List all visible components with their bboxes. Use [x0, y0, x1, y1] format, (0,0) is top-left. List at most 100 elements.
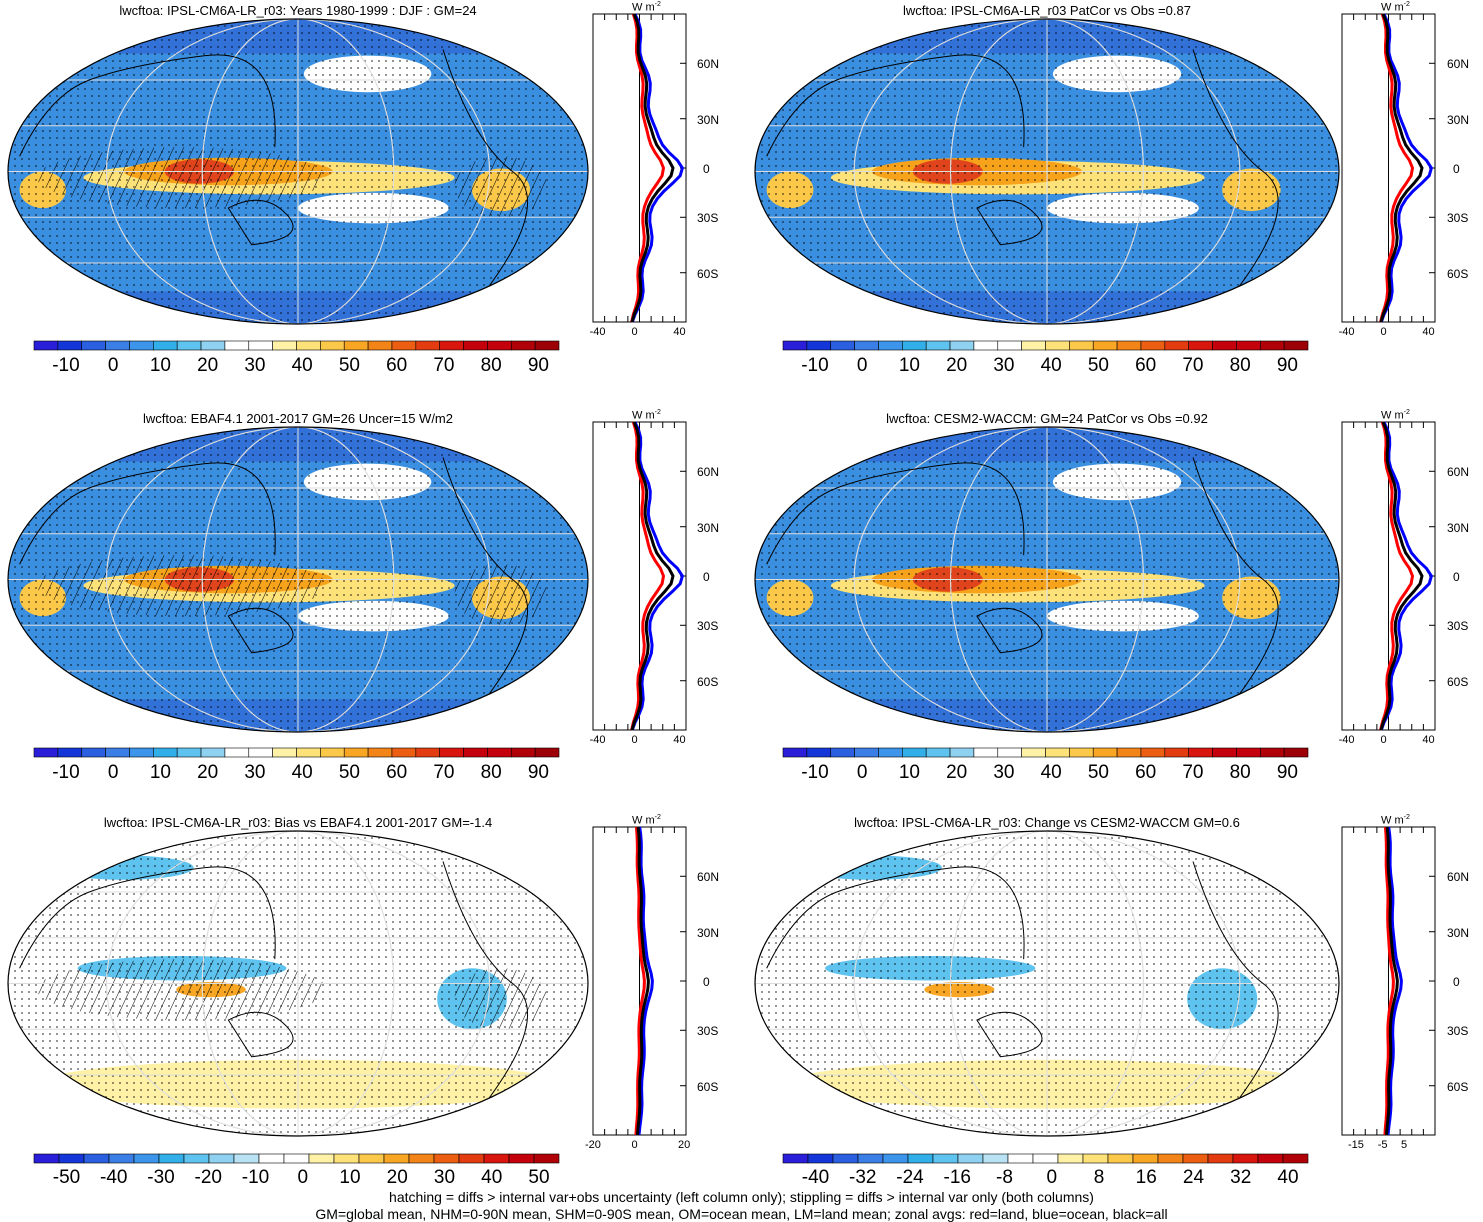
- colorbar-swatch: [1158, 1154, 1183, 1163]
- colorbar-swatch: [1283, 1154, 1308, 1163]
- latitude-label: 0: [703, 975, 710, 989]
- colorbar-swatch: [34, 341, 58, 350]
- panel-title: lwcftoa: IPSL-CM6A-LR_r03 PatCor vs Obs …: [903, 3, 1191, 18]
- colorbar-swatch: [82, 748, 106, 757]
- colorbar-swatch: [58, 748, 82, 757]
- latitude-label: 60N: [1447, 465, 1469, 479]
- colorbar-swatch: [153, 748, 177, 757]
- colorbar-swatch: [129, 341, 153, 350]
- colorbar-swatch: [1284, 341, 1308, 350]
- zonal-mean-plot: [591, 12, 688, 324]
- zonal-unit: W m: [632, 2, 655, 14]
- colorbar-tick-label: -24: [896, 1167, 923, 1189]
- global-map: [6, 425, 590, 734]
- latitude-label: 30N: [697, 926, 719, 940]
- colorbar-swatch: [359, 1154, 384, 1163]
- colorbar-swatch: [1213, 341, 1237, 350]
- zonal-unit-exponent: -2: [655, 1, 661, 8]
- colorbar-swatch: [902, 341, 926, 350]
- global-map: [6, 17, 590, 326]
- latitude-label: 60S: [697, 267, 718, 281]
- zonal-unit-label: W m-2: [1381, 814, 1410, 827]
- colorbar-swatch: [1069, 341, 1093, 350]
- colorbar-tick-label: -10: [242, 1167, 269, 1189]
- colorbar-swatch: [225, 341, 249, 350]
- zonal-mean-plot: [591, 825, 688, 1137]
- colorbar-swatch: [926, 341, 950, 350]
- zonal-unit-label: W m-2: [1381, 1, 1410, 14]
- colorbar-swatch: [1236, 341, 1260, 350]
- colorbar-tick-label: -8: [996, 1167, 1013, 1189]
- colorbar-tick-label: 90: [1277, 355, 1298, 377]
- colorbar-swatch: [34, 748, 58, 757]
- colorbar-tick-label: 50: [528, 1167, 549, 1189]
- zonal-x-tick: -5: [1378, 1139, 1388, 1151]
- colorbar-swatch: [1108, 1154, 1133, 1163]
- zonal-x-tick: 40: [673, 734, 685, 746]
- colorbar-tick-label: 90: [528, 762, 549, 784]
- colorbar-swatch: [1008, 1154, 1033, 1163]
- colorbar-swatch: [1093, 341, 1117, 350]
- colorbar-swatch: [1165, 341, 1189, 350]
- colorbar-swatch: [1213, 748, 1237, 757]
- colorbar-swatch: [344, 341, 368, 350]
- colorbar-swatch: [807, 341, 831, 350]
- zonal-x-tick: -40: [590, 326, 606, 338]
- colorbar-swatch: [201, 748, 225, 757]
- colorbar-tick-label: 50: [339, 355, 360, 377]
- colorbar-swatch: [234, 1154, 259, 1163]
- zonal-x-tick: 0: [632, 326, 638, 338]
- zonal-x-tick: 0: [632, 1139, 638, 1151]
- colorbar-tick-label: 60: [1135, 762, 1156, 784]
- colorbar-swatch: [384, 1154, 409, 1163]
- colorbar-swatch: [808, 1154, 833, 1163]
- colorbar-tick-label: 0: [857, 355, 868, 377]
- colorbar-swatch: [855, 341, 879, 350]
- zonal-x-tick: 5: [1401, 1139, 1407, 1151]
- colorbar-tick-label: 80: [481, 355, 502, 377]
- zonal-mean-plot: [1340, 12, 1437, 324]
- colorbar-swatch: [464, 748, 488, 757]
- colorbar-swatch: [1133, 1154, 1158, 1163]
- latitude-label: 0: [1453, 570, 1460, 584]
- latitude-label: 60S: [1447, 1080, 1468, 1094]
- colorbar-tick-label: -10: [801, 355, 828, 377]
- colorbar-swatch: [284, 1154, 309, 1163]
- colorbar-tick-label: 60: [1135, 355, 1156, 377]
- colorbar-tick-label: 80: [1230, 355, 1251, 377]
- colorbar-tick-label: 10: [899, 762, 920, 784]
- colorbar-swatch: [998, 748, 1022, 757]
- colorbar-tick-label: 30: [244, 762, 265, 784]
- panel-title: lwcftoa: CESM2-WACCM: GM=24 PatCor vs Ob…: [886, 411, 1208, 426]
- colorbar-swatch: [958, 1154, 983, 1163]
- colorbar-tick-label: 10: [899, 355, 920, 377]
- colorbar-tick-label: 20: [197, 355, 218, 377]
- colorbar-swatch: [950, 341, 974, 350]
- colorbar-swatch: [34, 1154, 59, 1163]
- colorbar-swatch: [109, 1154, 134, 1163]
- zonal-mean-plot: [1340, 420, 1437, 732]
- colorbar-swatch: [1165, 748, 1189, 757]
- colorbar-swatch: [1260, 748, 1284, 757]
- colorbar-tick-label: 60: [386, 355, 407, 377]
- colorbar-swatch: [983, 1154, 1008, 1163]
- zonal-unit-exponent: -2: [1404, 1, 1410, 8]
- colorbar-swatch: [297, 748, 321, 757]
- colorbar-swatch: [511, 748, 535, 757]
- colorbar-tick-label: 80: [481, 762, 502, 784]
- colorbar-tick-label: 0: [857, 762, 868, 784]
- colorbar-swatch: [58, 341, 82, 350]
- colorbar-swatch: [392, 748, 416, 757]
- colorbar-swatch: [440, 748, 464, 757]
- latitude-label: 30S: [697, 1024, 718, 1038]
- colorbar-tick-label: -20: [195, 1167, 222, 1189]
- colorbar-tick-label: 50: [1088, 355, 1109, 377]
- colorbar-tick-label: 0: [1046, 1167, 1057, 1189]
- zonal-x-tick: -40: [590, 734, 606, 746]
- panel-title: lwcftoa: IPSL-CM6A-LR_r03: Bias vs EBAF4…: [104, 815, 492, 830]
- colorbar-swatch: [878, 748, 902, 757]
- colorbar-swatch: [807, 748, 831, 757]
- global-map: [753, 17, 1341, 326]
- latitude-label: 30N: [1447, 521, 1469, 535]
- colorbar-tick-label: 20: [946, 355, 967, 377]
